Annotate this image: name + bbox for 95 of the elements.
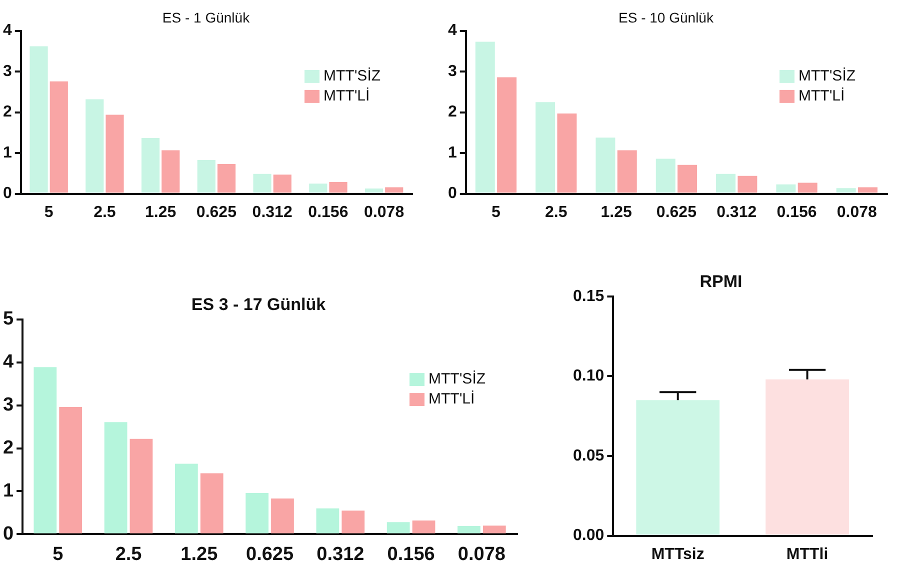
bar [836,188,856,193]
bar [738,176,758,193]
x-tick-label: 0.156 [776,204,817,221]
x-tick-label: 0.078 [458,544,506,565]
bar [271,498,294,534]
x-tick-label: 0.625 [246,544,294,565]
x-tick-label: 5 [492,204,501,221]
y-tick-label: 3 [2,62,12,80]
bar [130,438,153,534]
bar [50,81,68,193]
bar [475,42,495,193]
y-tick-label: 1 [2,144,12,162]
x-tick-label: MTTsiz [651,546,704,563]
legend-label: MTT'SİZ [428,370,486,388]
bar [656,158,676,193]
bar [273,174,292,193]
bar [385,187,404,193]
x-tick-label: 2.5 [94,204,116,221]
x-tick-label: 0.625 [196,204,237,221]
x-tick-label: 1.25 [180,544,218,565]
x-tick-label: 1.25 [145,204,176,221]
legend-label: MTT'SİZ [798,66,856,85]
bar [412,520,436,534]
bar [716,174,736,193]
bar [316,508,340,534]
bar [217,164,236,193]
bar [34,367,57,534]
bar [30,46,48,193]
bar [776,184,796,193]
bar [596,138,616,193]
chart-title: ES - 1 Günlük [162,9,251,26]
x-tick-label: 0.312 [252,204,292,221]
bar [329,182,348,193]
y-tick-label: 2 [2,438,14,459]
y-tick-label: 2 [448,104,457,121]
x-tick-label: 0.078 [364,204,404,221]
bar [386,522,410,534]
legend-label: MTT'Lİ [428,390,475,408]
bar [536,102,556,193]
x-tick-label: 0.312 [316,544,364,565]
legend-label: MTT'Lİ [798,86,845,105]
y-tick-label: 4 [2,352,14,373]
bar [798,182,818,193]
x-tick-label: 5 [44,204,54,221]
x-tick-label: 1.25 [600,204,632,221]
bar [246,492,269,534]
bar [197,160,216,193]
y-tick-label: 1 [448,144,457,162]
bar [200,473,224,534]
bar [617,150,637,193]
y-tick-label: 0.10 [573,368,604,385]
bar [309,184,328,193]
y-tick-label: 5 [2,308,14,330]
bar [174,464,198,534]
y-tick-label: 3 [448,62,457,80]
y-tick-label: 3 [2,394,14,416]
x-tick-label: 2.5 [545,204,568,221]
chart-title: ES 3 - 17 Günlük [191,294,326,314]
x-tick-label: 0.312 [716,204,757,221]
y-tick-label: 0.15 [573,288,604,305]
x-tick-label: 2.5 [115,544,142,565]
legend-label: MTT'SİZ [324,66,381,85]
x-tick-label: 0.156 [387,544,435,565]
bar [858,187,878,193]
x-tick-label: 0.625 [656,204,697,221]
bar [458,526,480,534]
bar [86,99,104,193]
bar [482,526,506,534]
y-tick-label: 0.05 [573,447,604,464]
y-tick-label: 0 [2,185,12,202]
bar [342,510,365,534]
bar [141,138,160,193]
x-tick-label: MTTli [786,546,828,563]
y-tick-label: 0 [448,185,457,202]
chart-title: ES - 10 Günlük [618,9,714,26]
legend-label: MTT'Lİ [324,86,370,105]
bar [557,114,577,193]
bar [162,150,180,193]
x-tick-label: 5 [52,544,64,565]
bar [59,407,82,534]
bar [253,174,272,193]
bar [497,77,517,193]
bar [364,188,384,193]
chart-title: RPMI [700,272,742,291]
x-tick-label: 0.078 [836,204,878,221]
bar [104,422,128,534]
y-tick-label: 4 [448,22,457,40]
y-tick-label: 0 [2,523,14,544]
bar [106,114,124,193]
y-tick-label: 1 [2,480,14,502]
y-tick-label: 2 [2,104,12,121]
y-tick-label: 0.00 [573,527,604,544]
x-tick-label: 0.156 [308,204,348,221]
bar [678,164,698,193]
y-tick-label: 4 [2,22,12,40]
